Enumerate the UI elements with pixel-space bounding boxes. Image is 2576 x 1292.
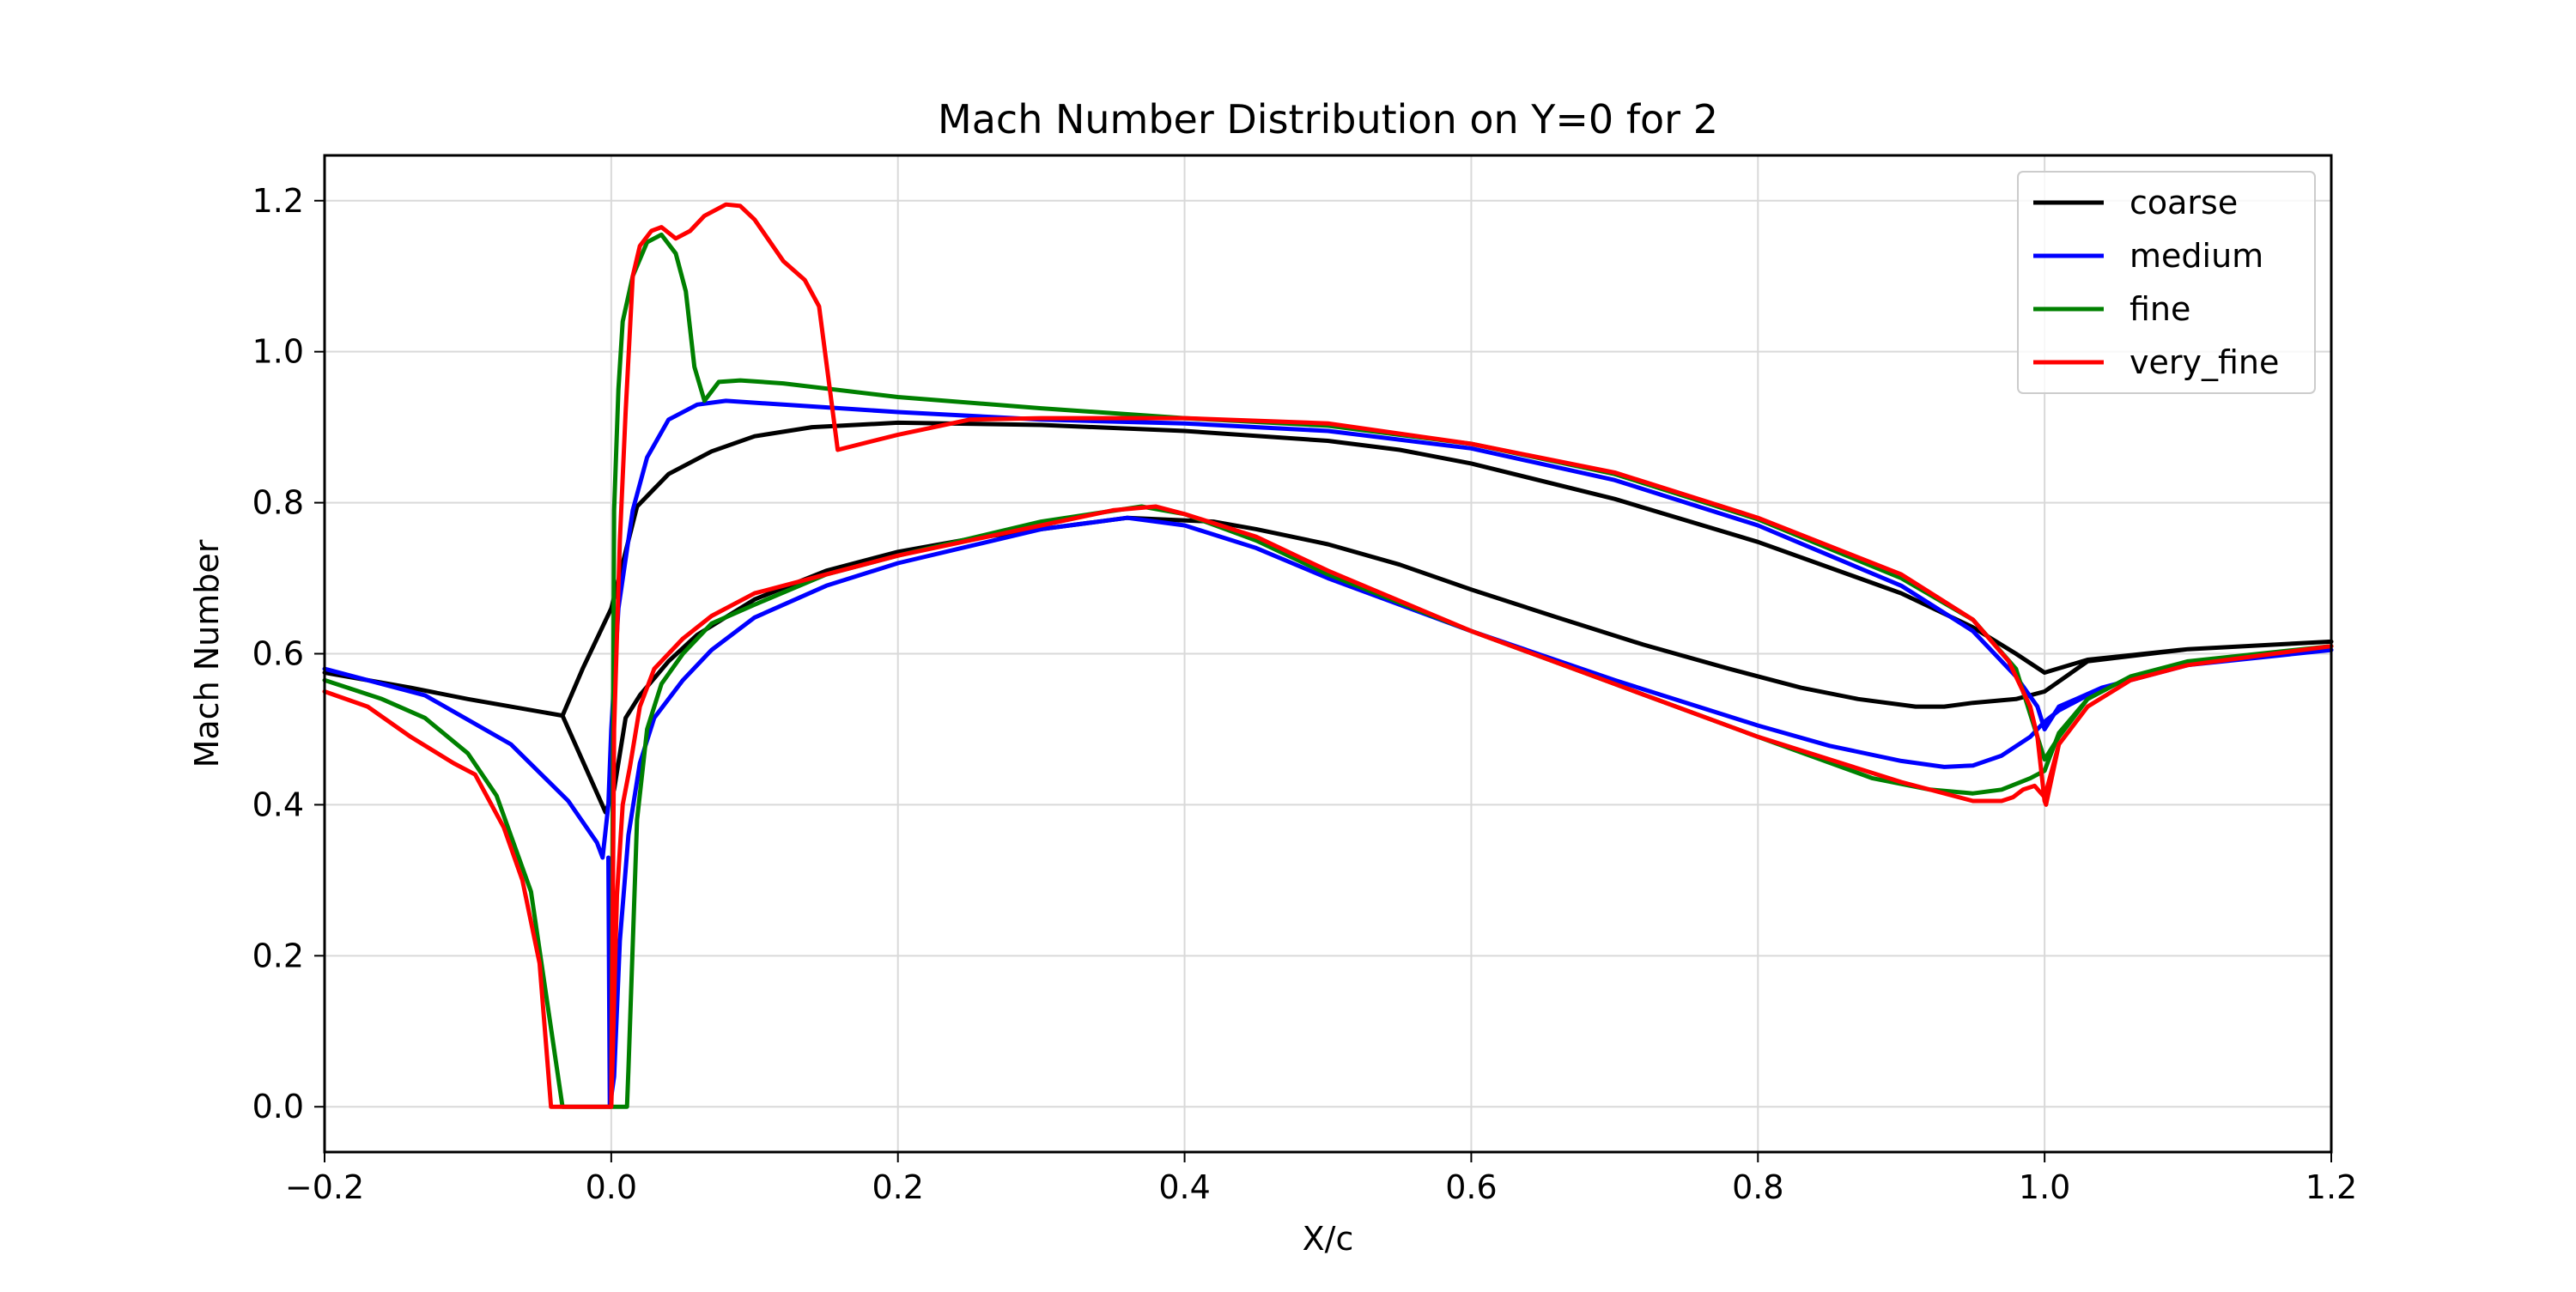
x-tick-label: 0.0 bbox=[586, 1168, 637, 1206]
legend-label: very_fine bbox=[2129, 343, 2279, 381]
y-axis-ticks: 0.0 0.2 0.4 0.6 0.8 1.0 1.2 bbox=[252, 182, 325, 1125]
x-tick-label: −0.2 bbox=[285, 1168, 364, 1206]
series-line-medium bbox=[322, 398, 2334, 1109]
y-tick-label: 0.2 bbox=[252, 937, 304, 974]
x-tick-label: 0.8 bbox=[1732, 1168, 1783, 1206]
y-tick-label: 1.0 bbox=[252, 333, 304, 371]
legend-item-very-fine: very_fine bbox=[2033, 343, 2279, 381]
legend-label: fine bbox=[2129, 290, 2190, 328]
x-axis-label: X/c bbox=[1303, 1220, 1354, 1258]
legend-item-coarse: coarse bbox=[2033, 184, 2238, 221]
legend-item-medium: medium bbox=[2033, 237, 2263, 275]
grid bbox=[324, 155, 2332, 1152]
y-tick-label: 0.0 bbox=[252, 1088, 304, 1125]
series-line-coarse bbox=[322, 420, 2334, 815]
y-tick-label: 0.6 bbox=[252, 635, 304, 673]
y-tick-label: 1.2 bbox=[252, 182, 304, 220]
x-tick-label: 1.2 bbox=[2306, 1168, 2357, 1206]
x-tick-label: 1.0 bbox=[2019, 1168, 2070, 1206]
legend-box bbox=[2017, 171, 2316, 394]
legend-item-fine: fine bbox=[2033, 290, 2190, 328]
chart-title: Mach Number Distribution on Y=0 for 2 bbox=[938, 96, 1718, 143]
x-tick-label: 0.4 bbox=[1158, 1168, 1210, 1206]
x-tick-label: 0.2 bbox=[872, 1168, 923, 1206]
legend-label: coarse bbox=[2129, 184, 2238, 221]
y-axis-label: Mach Number bbox=[188, 539, 226, 767]
y-tick-label: 0.4 bbox=[252, 786, 304, 823]
x-tick-label: 0.6 bbox=[1445, 1168, 1497, 1206]
legend-items: coarse medium fine very_fine bbox=[2033, 184, 2279, 381]
x-axis-ticks: −0.2 0.0 0.2 0.4 0.6 0.8 1.0 1.2 bbox=[285, 1152, 2357, 1206]
y-tick-label: 0.8 bbox=[252, 484, 304, 522]
legend: coarse medium fine very_fine bbox=[2017, 171, 2316, 394]
series-line-very-fine bbox=[322, 202, 2334, 1109]
legend-label: medium bbox=[2129, 237, 2263, 275]
